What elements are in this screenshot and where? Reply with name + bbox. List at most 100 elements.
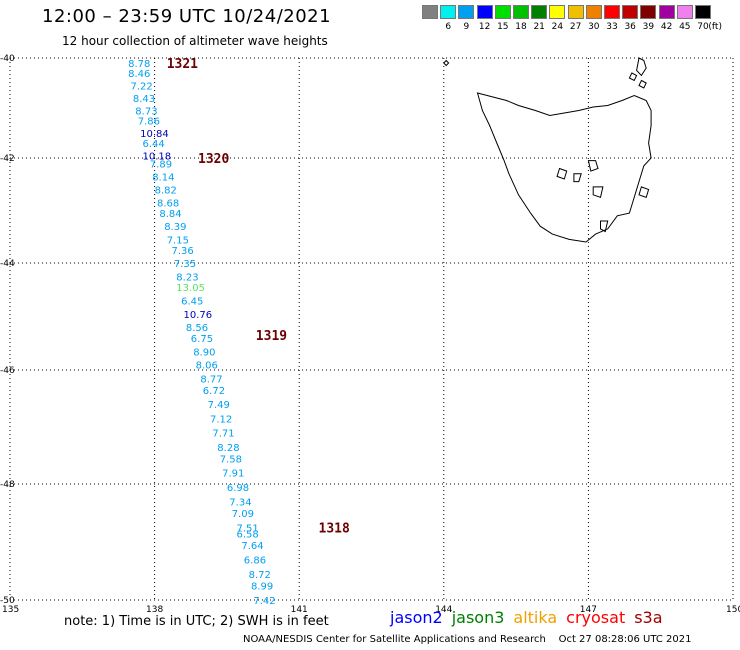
island-outline — [600, 220, 609, 233]
island-outline — [638, 186, 650, 199]
wave-height-label: 8.28 — [217, 443, 239, 454]
satellite-cryosat: cryosat — [566, 608, 626, 627]
legend-swatch — [422, 5, 438, 19]
wave-height-label: 6.75 — [191, 334, 213, 345]
legend-swatch — [458, 5, 475, 19]
wave-height-label: 8.06 — [196, 361, 218, 372]
tasmania-mainland-outline — [476, 92, 652, 243]
legend-label: 18 — [515, 22, 527, 32]
satellite-jason2: jason2 — [390, 608, 443, 627]
wave-height-label: 6.72 — [203, 386, 225, 397]
legend-label: 39 — [642, 22, 655, 32]
wave-height-labels: 8.788.467.228.438.737.8610.846.4410.187.… — [128, 59, 276, 607]
wave-height-label: 8.77 — [200, 375, 222, 386]
legend-label: 70 — [697, 22, 709, 32]
legend-swatch — [531, 5, 548, 19]
wave-height-label: 10.84 — [140, 129, 169, 140]
wave-height-label: 8.43 — [133, 94, 155, 105]
wave-height-label: 6.86 — [244, 555, 266, 566]
wave-height-label: 8.82 — [155, 186, 177, 197]
tasmania-coastline — [443, 57, 652, 243]
legend-swatch — [513, 5, 529, 19]
island-outline — [587, 160, 599, 172]
wave-height-label: 7.89 — [150, 159, 172, 170]
legend-swatch — [676, 5, 693, 19]
wave-height-label: 7.34 — [229, 497, 251, 508]
island-outline — [636, 57, 647, 77]
lat-tick-label: -48 — [0, 480, 15, 490]
wave-height-label: 7.91 — [222, 469, 244, 480]
lat-tick-label: -44 — [0, 259, 15, 269]
legend-label: 27 — [569, 22, 582, 32]
satellite-s3a: s3a — [634, 608, 663, 627]
credit-footer: NOAA/NESDIS Center for Satellite Applica… — [243, 634, 692, 645]
legend-label: 36 — [624, 22, 636, 32]
lat-tick-label: -46 — [0, 366, 15, 376]
legend-swatch — [494, 5, 511, 19]
pass-number-label: 1320 — [198, 152, 229, 167]
wave-height-label: 8.73 — [135, 107, 157, 118]
pass-number-label: 1319 — [256, 329, 287, 344]
legend-swatch — [658, 5, 675, 19]
legend-label: 9 — [463, 22, 470, 32]
wave-height-label: 7.86 — [138, 117, 160, 128]
wave-height-label: 8.14 — [152, 172, 174, 183]
wave-height-label: 8.46 — [128, 69, 150, 80]
island-outline — [628, 72, 638, 82]
satellite-altika: altika — [513, 608, 558, 627]
lon-tick-label: 135 — [2, 605, 19, 615]
wave-height-label: 7.64 — [241, 541, 263, 552]
wave-height-label: 7.35 — [174, 259, 196, 270]
wave-height-label: 7.71 — [212, 429, 234, 440]
wave-height-label: 8.84 — [159, 209, 181, 220]
satellite-jason3: jason3 — [451, 608, 505, 627]
wave-height-label: 8.90 — [193, 347, 215, 358]
legend-unit: (ft) — [708, 22, 722, 32]
legend-swatch — [622, 5, 639, 19]
wave-height-label: 13.05 — [176, 283, 205, 294]
lat-tick-label: -40 — [0, 54, 15, 64]
lon-tick-label: 147 — [580, 605, 597, 615]
wave-height-label: 7.51 — [237, 524, 259, 535]
legend-label: 42 — [660, 22, 673, 32]
chart-title: 12:00 – 23:59 UTC 10/24/2021 — [42, 6, 332, 27]
wave-height-label: 8.72 — [249, 570, 271, 581]
wave-height-label: 7.22 — [131, 82, 153, 93]
wave-height-label: 7.12 — [210, 415, 232, 426]
lat-lon-grid — [9, 57, 734, 601]
legend-label: 21 — [533, 22, 545, 32]
lon-tick-label: 150 — [726, 605, 740, 615]
island-outline — [443, 59, 450, 67]
lon-tick-label: 141 — [291, 605, 308, 615]
wave-height-label: 8.68 — [157, 199, 179, 210]
wave-height-label: 8.78 — [128, 59, 150, 70]
pass-number-label: 1321 — [167, 57, 198, 72]
wave-height-label: 6.45 — [181, 297, 203, 308]
legend-label: 45 — [679, 22, 691, 32]
wave-height-label: 7.49 — [208, 400, 230, 411]
legend-swatch — [440, 5, 457, 19]
wave-height-label: 6.98 — [227, 483, 249, 494]
chart-subtitle: 12 hour collection of altimeter wave hei… — [62, 34, 328, 48]
wave-height-label: 7.58 — [220, 454, 242, 465]
color-scale-legend: 6 9 12 15 18 21 24 27 30 33 36 39 42 45 70 (ft) — [420, 5, 730, 39]
legend-label: 33 — [606, 22, 618, 32]
island-outline — [556, 167, 568, 180]
lat-tick-label: -50 — [0, 596, 15, 606]
legend-label: 15 — [497, 22, 509, 32]
timestamp: Oct 27 08:28:06 UTC 2021 — [558, 634, 692, 645]
wave-height-label: 6.44 — [143, 139, 165, 150]
wave-height-label: 10.18 — [143, 152, 172, 163]
wave-height-label: 7.42 — [253, 596, 275, 607]
credit-text: NOAA/NESDIS Center for Satellite Applica… — [243, 634, 546, 645]
pass-number-labels: 1321 1320 1319 1318 — [167, 57, 350, 537]
wave-height-label: 8.56 — [186, 323, 208, 334]
lat-tick-label: -42 — [0, 154, 15, 164]
island-outline — [573, 173, 582, 183]
pass-number-label: 1318 — [319, 522, 350, 537]
legend-swatch — [640, 5, 657, 19]
legend-swatch — [695, 5, 711, 19]
wave-height-label: 6.58 — [237, 529, 259, 540]
legend-label: 12 — [478, 22, 491, 32]
units-note: note: 1) Time is in UTC; 2) SWH is in fe… — [64, 614, 329, 629]
